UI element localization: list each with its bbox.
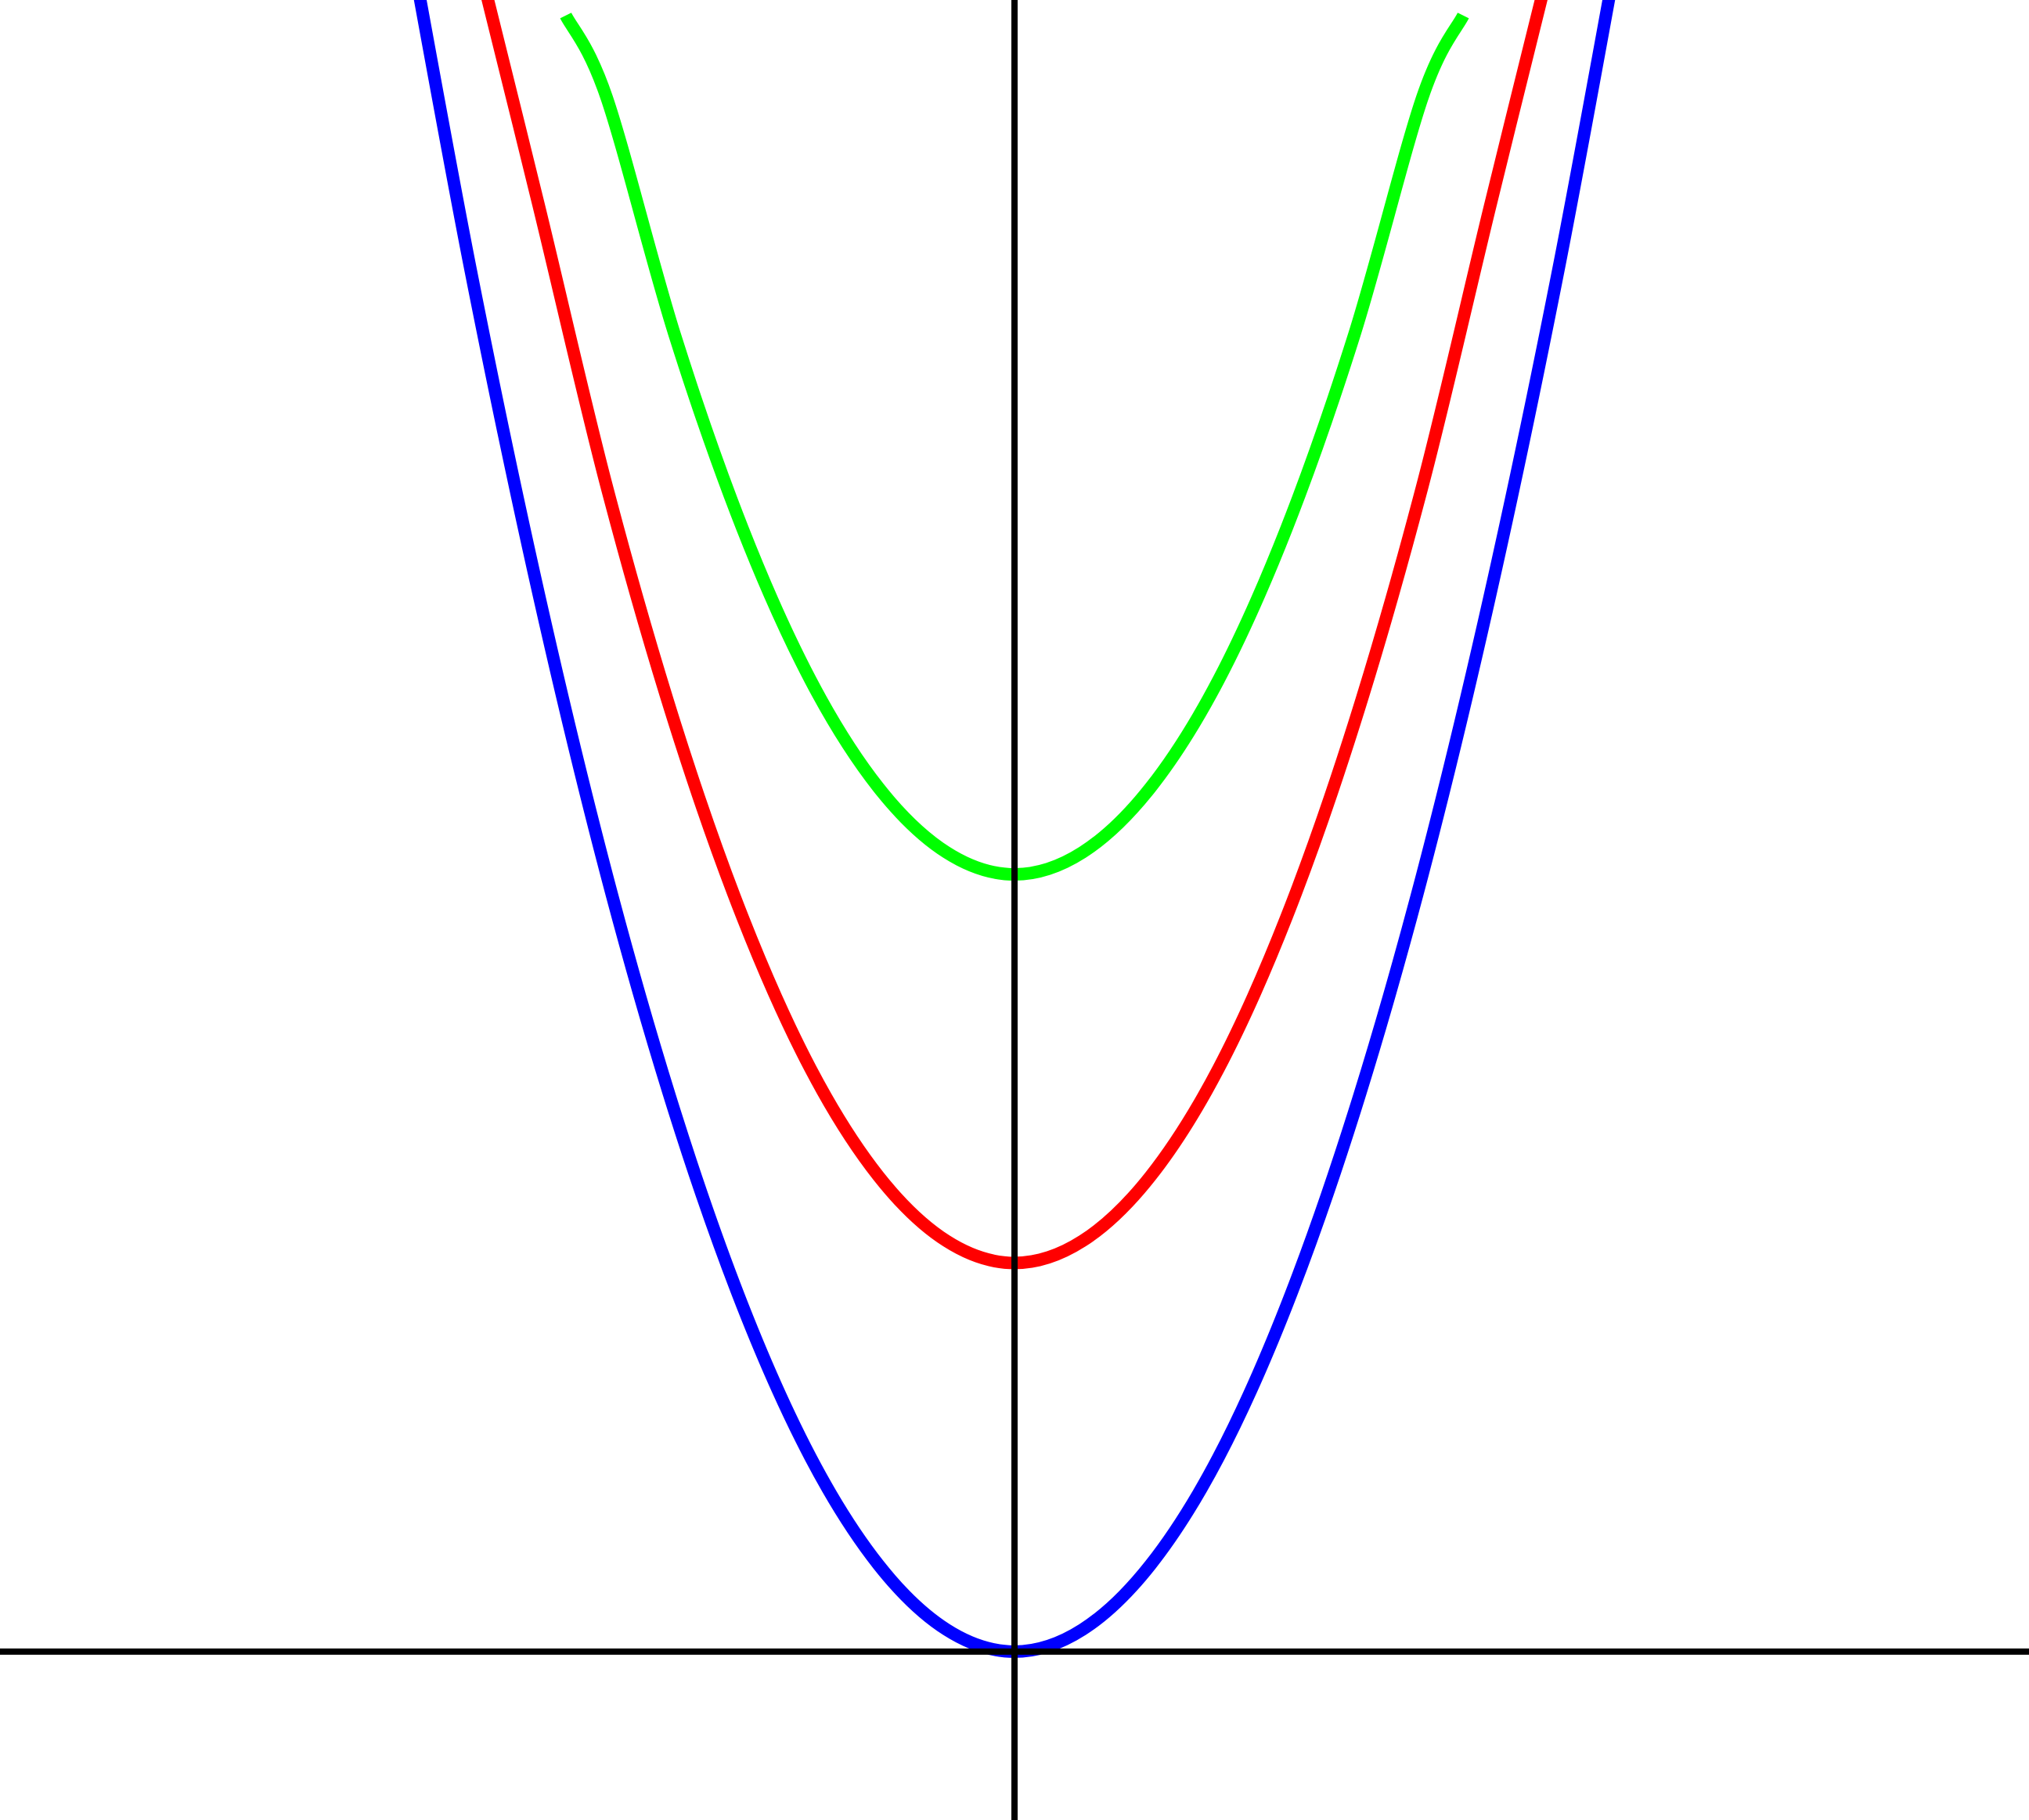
parabola-plot [0, 0, 2029, 1820]
